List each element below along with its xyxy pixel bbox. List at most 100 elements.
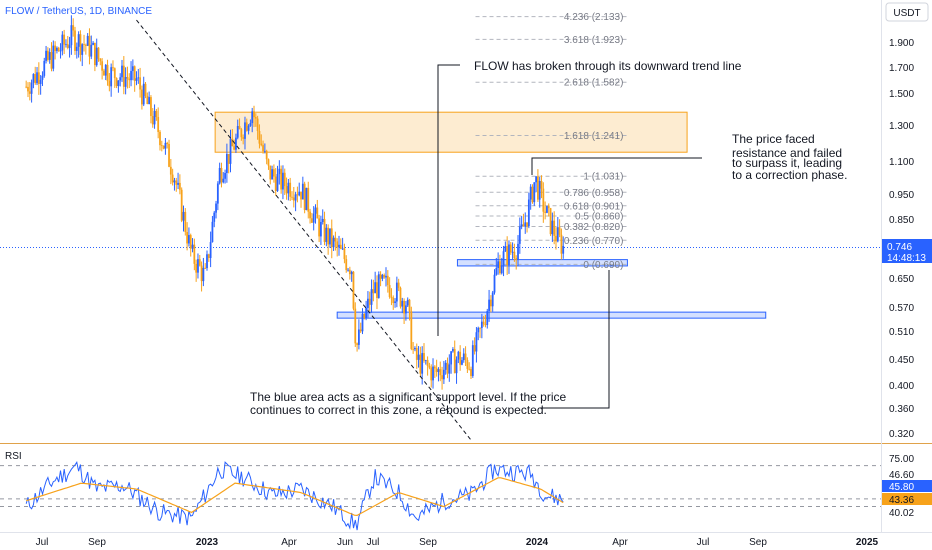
price-tick: 0.650 (889, 274, 914, 285)
candle-body (193, 244, 196, 264)
candle-body (213, 212, 216, 222)
candle-body (233, 146, 236, 150)
candle-body (242, 137, 245, 139)
candle-body (191, 244, 194, 249)
candle-body (197, 259, 199, 273)
resistance-zone[interactable] (214, 111, 688, 153)
symbol-label: FLOW / TetherUS, 1D, BINANCE (5, 6, 152, 17)
candle-body (90, 44, 93, 57)
candle-body (124, 77, 127, 87)
time-axis[interactable]: Jul Sep 2023 Apr Jun Jul Sep 2024 Apr Ju… (36, 537, 879, 548)
downtrend-line[interactable] (136, 19, 472, 441)
time-label: Sep (88, 537, 106, 548)
candle-body (446, 362, 449, 374)
fib-level-label: 3.618 (1.923) (564, 35, 624, 46)
candle-body (343, 248, 346, 260)
price-tick: 0.950 (889, 190, 914, 201)
candle-body (551, 220, 554, 235)
price-tick: 0.320 (889, 429, 914, 440)
candle-body (273, 169, 275, 177)
candle-body (372, 289, 375, 294)
candle-body (509, 244, 512, 253)
candle-body (535, 176, 537, 183)
candle-body (209, 242, 212, 258)
price-tick: 1.900 (889, 38, 914, 49)
candle-body (173, 180, 176, 183)
candle-body (291, 196, 293, 198)
candle-body (538, 181, 541, 200)
candle-body (363, 313, 366, 319)
fib-level-label: 1.618 (1.241) (564, 131, 624, 142)
candle-body (126, 77, 129, 79)
candle-body (356, 343, 358, 345)
price-axis[interactable]: USDT 1.900 1.700 1.500 1.300 1.100 0.950… (882, 2, 932, 440)
candle-body (562, 245, 565, 254)
support-zone[interactable] (336, 311, 767, 319)
candle-body (298, 191, 301, 196)
candle-body (263, 150, 266, 152)
candle-body (43, 60, 46, 76)
rsi-ma-line (26, 477, 564, 517)
candle-body (408, 299, 411, 312)
rsi-axis: 75.00 46.60 45.80 43.36 40.02 (882, 454, 932, 519)
candle-body (236, 126, 239, 138)
candle-body (28, 91, 31, 94)
candle-body (390, 296, 393, 298)
candle-body (180, 189, 183, 221)
candle-body (117, 80, 120, 87)
price-tick: 1.700 (889, 63, 914, 74)
candle-body (486, 311, 489, 325)
support-leader (540, 270, 610, 409)
fib-level-label: 0.382 (0.820) (564, 222, 624, 233)
time-label: Sep (749, 537, 767, 548)
candle-body (312, 213, 315, 223)
candle-body (526, 222, 528, 227)
candle-body (108, 81, 111, 87)
candle-body (135, 78, 138, 81)
currency-badge[interactable] (885, 2, 929, 22)
candle-body (309, 211, 311, 219)
candle-body (276, 174, 279, 192)
candle-body (159, 131, 161, 146)
candle-body (139, 77, 141, 90)
candle-body (386, 275, 389, 286)
candle-body (419, 354, 422, 374)
candle-body (271, 169, 273, 180)
candle-body (151, 116, 154, 125)
candle-body (439, 369, 442, 376)
candle-body (341, 248, 344, 250)
candle-body (175, 180, 178, 185)
candle-body (325, 227, 328, 242)
candle-body (200, 265, 203, 282)
candle-body (301, 183, 304, 200)
candle-body (66, 43, 69, 48)
candle-body (323, 218, 326, 242)
support-zone[interactable] (456, 259, 628, 267)
candle-body (464, 353, 467, 360)
candle-body (491, 292, 494, 307)
rsi-ma-badge (882, 493, 932, 505)
price-tick: 0.450 (889, 355, 914, 366)
candle-body (260, 143, 263, 146)
candle-body (253, 111, 255, 118)
candle-body (265, 150, 268, 160)
candle-body (258, 131, 261, 144)
time-label: Apr (612, 537, 628, 548)
candle-body (441, 375, 443, 380)
candle-body (330, 228, 333, 248)
candle-body (224, 172, 226, 179)
candle-body (508, 244, 510, 266)
fib-level-label: 0.786 (0.958) (564, 188, 624, 199)
candle-body (376, 282, 378, 299)
candle-body (493, 274, 496, 293)
candle-body (220, 167, 223, 183)
resistance-annotation-line-3: to surpass it, leading (732, 156, 842, 170)
candle-body (256, 118, 259, 132)
candle-body (504, 246, 507, 252)
candle-body (379, 274, 382, 279)
candle-body (131, 66, 134, 71)
candle-body (27, 86, 29, 92)
candle-body (367, 298, 369, 308)
candle-body (169, 166, 172, 175)
